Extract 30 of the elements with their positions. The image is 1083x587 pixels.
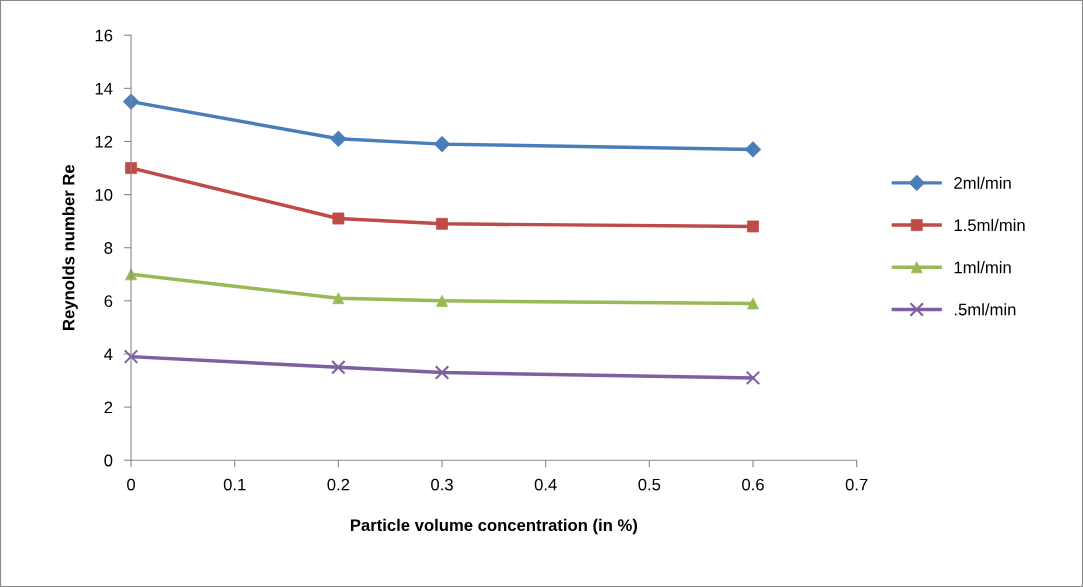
x-tick-label: 0.7 (845, 478, 868, 491)
y-tick-label: 10 (95, 188, 113, 201)
point (747, 220, 759, 233)
point (123, 349, 139, 364)
x-tick-label: 0.6 (742, 478, 764, 491)
point (330, 130, 347, 148)
point (434, 365, 450, 380)
y-tick-label: 14 (95, 82, 113, 95)
y-axis-title: Reynolds number Re (62, 164, 78, 330)
y-tick-label: 6 (104, 295, 113, 308)
y-tick-label: 8 (104, 242, 113, 254)
point (436, 217, 448, 230)
legend-label: .5ml/min (954, 303, 1016, 316)
y-tick-label: 12 (95, 135, 113, 148)
x-tick-label: 0.2 (327, 478, 350, 491)
legend-label: 2ml/min (954, 176, 1011, 189)
x-tick-label: 0.1 (223, 478, 246, 491)
y-tick-label: 0 (104, 454, 113, 467)
x-tick-label: 0.4 (534, 478, 557, 491)
y-tick-label: 2 (104, 401, 113, 414)
point (745, 370, 761, 386)
y-tick-label: 4 (104, 348, 113, 360)
x-tick-label: 0.3 (431, 478, 453, 491)
legend-label: 1.5ml/min (954, 218, 1025, 232)
x-axis-title: Particle volume concentration (in %) (350, 518, 638, 535)
y-tick-label: 16 (95, 29, 113, 42)
point (331, 359, 346, 375)
x-tick-label: 0.5 (638, 478, 661, 491)
x-tick-label: 0 (127, 478, 136, 491)
legend-label: 1ml/min (954, 261, 1011, 274)
